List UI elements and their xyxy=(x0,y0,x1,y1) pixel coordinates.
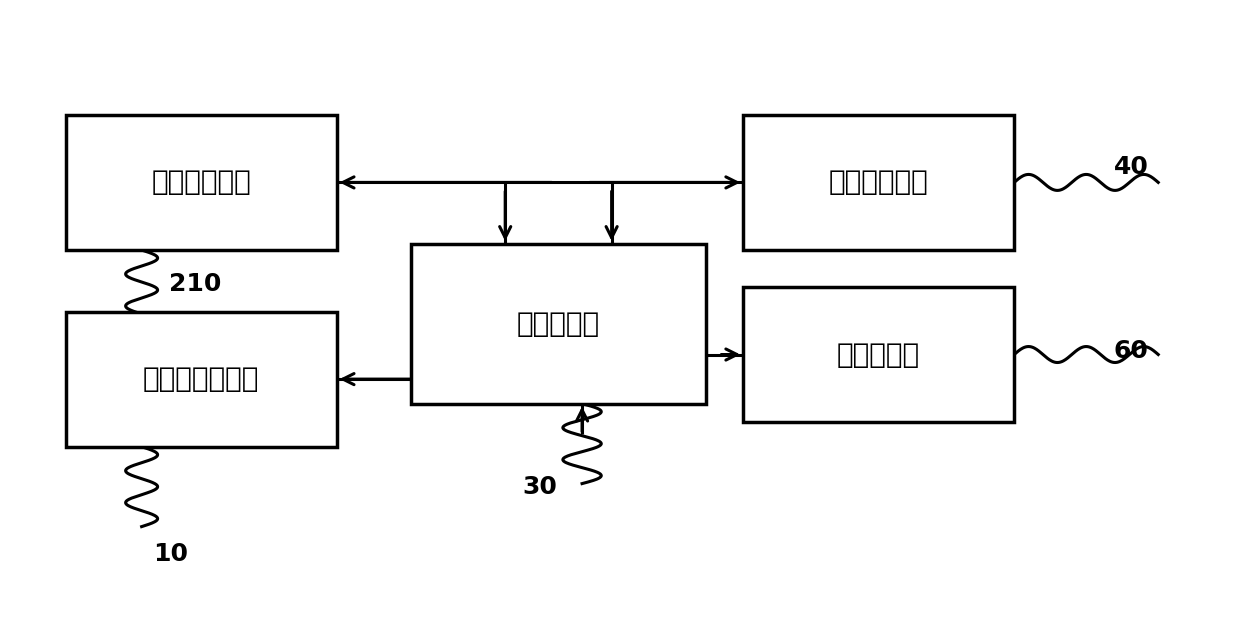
Bar xyxy=(743,287,1014,422)
Text: 整车控制器: 整车控制器 xyxy=(517,310,600,338)
Text: 210: 210 xyxy=(169,272,221,296)
Text: 40: 40 xyxy=(1114,155,1148,179)
Text: 30: 30 xyxy=(522,475,557,498)
Text: 电池管理系统: 电池管理系统 xyxy=(151,168,252,196)
Bar xyxy=(410,244,707,404)
Bar xyxy=(743,115,1014,250)
Bar xyxy=(66,115,337,250)
Text: 防抱死制动系统: 防抱死制动系统 xyxy=(143,365,259,393)
Text: 电机控制器: 电机控制器 xyxy=(837,341,920,369)
Bar xyxy=(66,312,337,447)
Text: 发动机控制器: 发动机控制器 xyxy=(828,168,929,196)
Text: 60: 60 xyxy=(1114,340,1148,363)
Text: 10: 10 xyxy=(153,542,188,566)
